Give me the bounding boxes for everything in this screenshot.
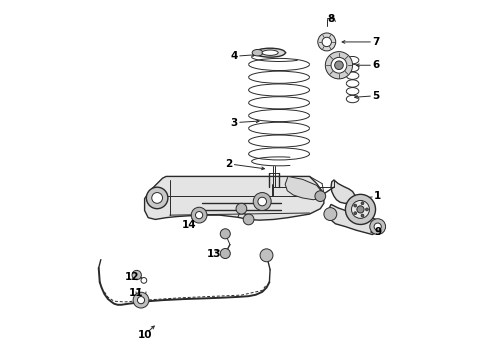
Polygon shape [331, 180, 355, 203]
Circle shape [132, 270, 141, 280]
Text: 5: 5 [372, 91, 380, 101]
Text: 1: 1 [374, 191, 381, 201]
Circle shape [366, 208, 368, 211]
Text: 8: 8 [327, 14, 335, 24]
Text: 2: 2 [225, 159, 232, 169]
Circle shape [335, 61, 343, 69]
Circle shape [351, 201, 369, 219]
Circle shape [152, 193, 163, 203]
Circle shape [236, 203, 247, 214]
Text: 11: 11 [128, 288, 143, 298]
Circle shape [318, 33, 336, 51]
Circle shape [331, 57, 347, 73]
Text: 4: 4 [231, 51, 238, 61]
Circle shape [253, 193, 271, 211]
Circle shape [325, 51, 353, 79]
Circle shape [374, 223, 381, 230]
Circle shape [354, 204, 357, 207]
Text: 10: 10 [137, 330, 152, 340]
Text: 13: 13 [207, 248, 222, 258]
Circle shape [324, 208, 337, 221]
Circle shape [370, 219, 386, 234]
Text: 6: 6 [372, 60, 380, 70]
Circle shape [196, 212, 203, 219]
Text: 9: 9 [374, 227, 381, 237]
Circle shape [141, 278, 147, 283]
Polygon shape [145, 176, 324, 220]
Text: 3: 3 [231, 118, 238, 128]
Circle shape [243, 214, 254, 225]
Circle shape [191, 207, 207, 223]
Circle shape [258, 197, 267, 206]
Ellipse shape [255, 48, 285, 57]
Text: 12: 12 [125, 272, 139, 282]
Circle shape [133, 292, 149, 308]
Circle shape [345, 194, 375, 225]
Circle shape [315, 191, 326, 202]
Circle shape [137, 297, 145, 304]
Circle shape [220, 229, 230, 239]
Circle shape [147, 187, 168, 209]
Circle shape [361, 202, 364, 205]
Polygon shape [285, 176, 323, 200]
Circle shape [220, 248, 230, 258]
Ellipse shape [262, 50, 278, 55]
Circle shape [322, 37, 331, 46]
Ellipse shape [252, 49, 263, 56]
Polygon shape [328, 204, 381, 234]
Circle shape [354, 212, 357, 215]
Circle shape [357, 206, 364, 213]
Circle shape [260, 249, 273, 262]
Text: 14: 14 [182, 220, 196, 230]
Circle shape [361, 214, 364, 217]
Text: 7: 7 [372, 37, 380, 47]
